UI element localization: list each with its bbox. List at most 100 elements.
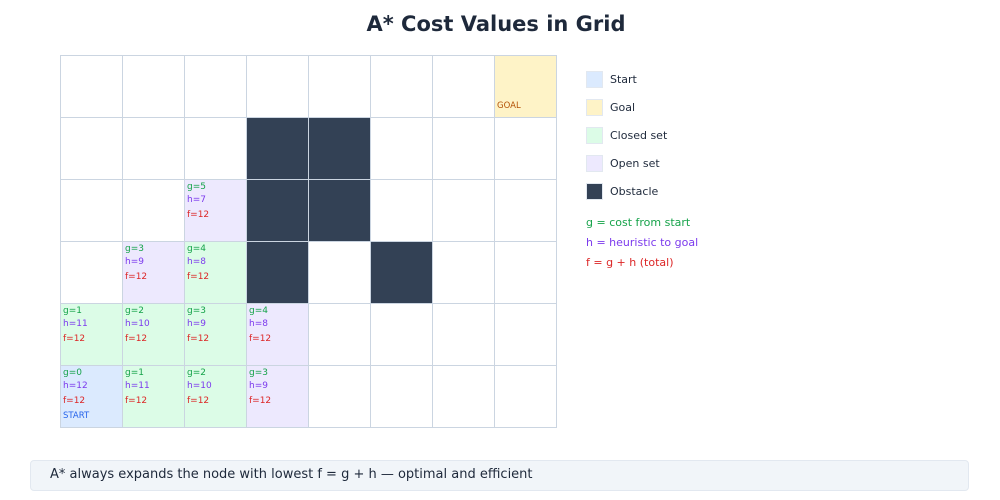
grid-cell-empty [185, 118, 247, 180]
grid-cell-empty [371, 118, 433, 180]
grid-cell-open: g=3 h=9 f=12 [247, 366, 309, 428]
grid-cell-empty [123, 180, 185, 242]
legend-label: Closed set [610, 128, 668, 142]
grid-cell-obstacle [247, 242, 309, 304]
grid-cell-closed: g=2 h=10 f=12 [185, 366, 247, 428]
cell-f-value: f=12 [63, 334, 86, 344]
cell-f-value: f=12 [187, 272, 210, 282]
diagram-title: A* Cost Values in Grid [366, 12, 626, 36]
legend-swatch [586, 98, 603, 116]
cell-g-value: g=1 [125, 368, 144, 378]
legend-item-open: Open set [586, 149, 698, 177]
legend-label: Open set [610, 156, 660, 170]
grid-cell-open: g=4 h=8 f=12 [247, 304, 309, 366]
legend-swatch [586, 70, 603, 88]
cell-h-value: h=11 [125, 380, 150, 391]
cell-f-value: f=12 [125, 272, 148, 282]
cell-h-value: h=10 [187, 380, 212, 391]
cell-g-value: g=2 [187, 368, 206, 378]
grid-cell-empty [433, 366, 495, 428]
legend-item-start: Start [586, 65, 698, 93]
grid-cell-start: g=0 h=12 f=12 START [61, 366, 123, 428]
legend: Start Goal Closed set Open set Obstacle g = … [586, 65, 698, 273]
grid-cell-obstacle [309, 180, 371, 242]
cell-h-value: h=9 [187, 318, 206, 329]
grid-cell-empty [309, 242, 371, 304]
cell-h-value: h=10 [125, 318, 150, 329]
grid-cell-empty [433, 56, 495, 118]
cell-g-value: g=2 [125, 306, 144, 316]
grid-cell-closed: g=1 h=11 f=12 [61, 304, 123, 366]
legend-item-obstacle: Obstacle [586, 177, 698, 205]
grid-cell-empty [309, 366, 371, 428]
cell-h-value: h=9 [125, 256, 144, 267]
legend-note-f: f = g + h (total) [586, 256, 674, 269]
grid-cell-empty [123, 118, 185, 180]
grid-cell-obstacle [247, 180, 309, 242]
grid-cell-open: g=5 h=7 f=12 [185, 180, 247, 242]
grid-cell-empty [309, 56, 371, 118]
legend-item-goal: Goal [586, 93, 698, 121]
cell-h-value: h=8 [249, 318, 268, 329]
legend-swatch [586, 182, 603, 200]
cell-f-value: f=12 [187, 334, 210, 344]
grid-cell-empty [247, 56, 309, 118]
cell-f-value: f=12 [187, 210, 210, 220]
grid-cell-empty [371, 366, 433, 428]
legend-label: Start [610, 72, 637, 86]
grid-cell-empty [371, 304, 433, 366]
cell-h-value: h=9 [249, 380, 268, 391]
cell-g-value: g=4 [249, 306, 268, 316]
legend-swatch [586, 154, 603, 172]
cell-h-value: h=12 [63, 380, 88, 391]
grid-cell-closed: g=1 h=11 f=12 [123, 366, 185, 428]
cell-g-value: g=3 [187, 306, 206, 316]
grid-cell-obstacle [371, 242, 433, 304]
cell-h-value: h=7 [187, 194, 206, 205]
grid-cell-empty [309, 304, 371, 366]
grid-cell-empty [61, 56, 123, 118]
legend-note-h: h = heuristic to goal [586, 236, 699, 249]
grid-cell-obstacle [309, 118, 371, 180]
grid-cell-empty [495, 242, 557, 304]
cell-g-value: g=3 [125, 244, 144, 254]
grid-cell-empty [433, 118, 495, 180]
grid-cell-empty [371, 56, 433, 118]
grid-cell-empty [495, 304, 557, 366]
cell-f-value: f=12 [125, 334, 148, 344]
cell-f-value: f=12 [249, 396, 272, 406]
cell-h-value: h=11 [63, 318, 88, 329]
grid: GOAL g=5 h=7 f=12 g=3 h=9 f=12 g=4 h=8 f=12 g=1 h=1… [60, 55, 557, 428]
grid-cell-empty [495, 180, 557, 242]
cell-g-value: g=1 [63, 306, 82, 316]
grid-cell-empty [433, 304, 495, 366]
legend-item-closed: Closed set [586, 121, 698, 149]
grid-cell-empty [61, 118, 123, 180]
grid-cell-closed: g=2 h=10 f=12 [123, 304, 185, 366]
grid-cell-empty [371, 180, 433, 242]
start-label: START [63, 410, 90, 421]
footer-note: A* always expands the node with lowest f… [30, 460, 969, 491]
grid-cell-empty [185, 56, 247, 118]
grid-cell-empty [495, 118, 557, 180]
legend-label: Obstacle [610, 184, 659, 198]
cell-g-value: g=4 [187, 244, 206, 254]
cell-g-value: g=3 [249, 368, 268, 378]
grid-cell-closed: g=3 h=9 f=12 [185, 304, 247, 366]
cell-g-value: g=5 [187, 182, 206, 192]
cell-f-value: f=12 [187, 396, 210, 406]
legend-swatch [586, 126, 603, 144]
legend-note-g: g = cost from start [586, 216, 691, 229]
grid-cell-empty [61, 180, 123, 242]
goal-label: GOAL [497, 100, 521, 111]
cell-g-value: g=0 [63, 368, 82, 378]
grid-cell-empty [433, 180, 495, 242]
grid-cell-empty [433, 242, 495, 304]
cell-h-value: h=8 [187, 256, 206, 267]
cell-f-value: f=12 [125, 396, 148, 406]
legend-label: Goal [610, 100, 636, 114]
grid-cell-closed: g=4 h=8 f=12 [185, 242, 247, 304]
grid-cell-empty [123, 56, 185, 118]
cell-f-value: f=12 [249, 334, 272, 344]
grid-cell-goal: GOAL [495, 56, 557, 118]
